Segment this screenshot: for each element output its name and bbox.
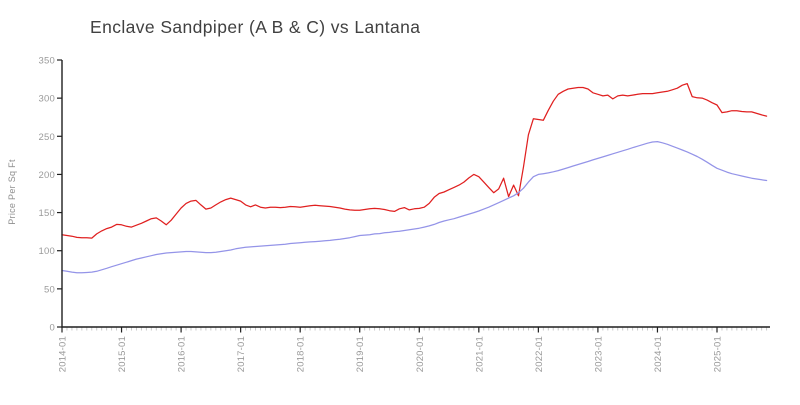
x-tick-label: 2014-01 — [58, 336, 69, 372]
y-tick-label: 350 — [39, 56, 55, 67]
x-tick-label: 2022-01 — [534, 336, 545, 372]
x-tick-label: 2016-01 — [177, 336, 188, 372]
x-tick-label: 2019-01 — [355, 336, 366, 372]
x-tick-label: 2024-01 — [653, 336, 664, 372]
x-tick-label: 2021-01 — [474, 336, 485, 372]
y-tick-label: 100 — [39, 246, 55, 257]
axis-major-ticks — [57, 59, 718, 333]
series-lines — [61, 82, 768, 274]
axis-lines — [61, 60, 770, 328]
y-axis-tick-labels: 0 50 100 150 200 250 300 350 — [39, 56, 55, 334]
x-tick-label: 2018-01 — [296, 336, 307, 372]
y-tick-label: 0 — [50, 323, 55, 334]
y-tick-label: 50 — [44, 284, 55, 295]
x-tick-label: 2020-01 — [415, 336, 426, 372]
series-line-enclave-sandpiper-a-b-c — [61, 82, 768, 239]
chart-title: Enclave Sandpiper (A B & C) vs Lantana — [90, 17, 420, 37]
y-tick-label: 200 — [39, 170, 55, 181]
x-tick-label: 2023-01 — [593, 336, 604, 372]
x-axis-minor-ticks — [61, 327, 768, 331]
x-tick-label: 2025-01 — [713, 336, 724, 372]
x-axis-tick-labels: 2014-01 2015-01 2016-01 2017-01 2018-01 2019-… — [58, 336, 724, 372]
x-tick-label: 2017-01 — [236, 336, 247, 372]
series-line-lantana — [61, 140, 768, 274]
y-tick-label: 300 — [39, 94, 55, 105]
y-tick-label: 250 — [39, 132, 55, 143]
y-axis-title: Price Per Sq Ft — [7, 159, 17, 225]
x-tick-label: 2015-01 — [117, 336, 128, 372]
y-tick-label: 150 — [39, 208, 55, 219]
